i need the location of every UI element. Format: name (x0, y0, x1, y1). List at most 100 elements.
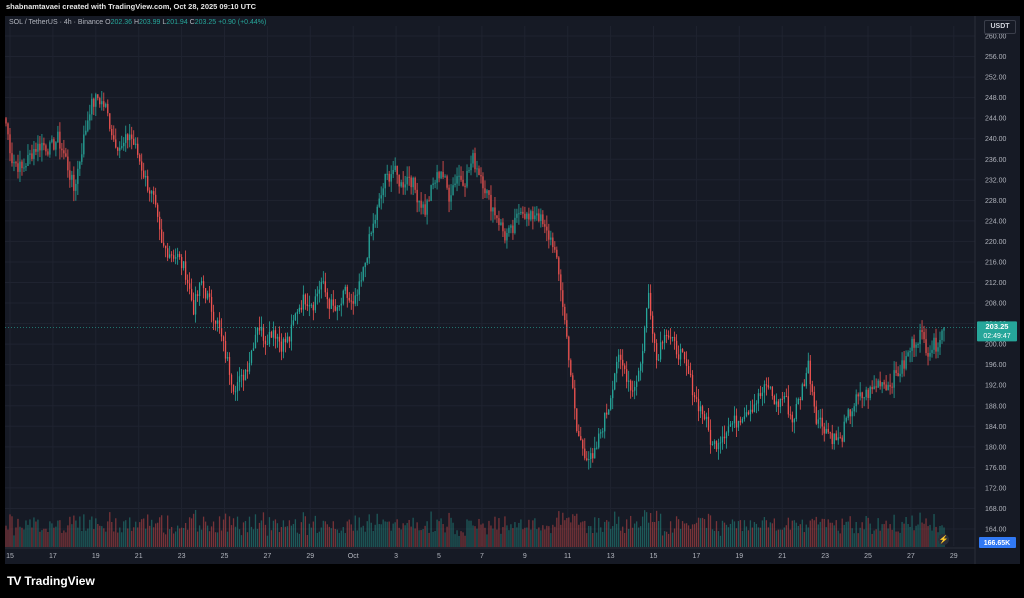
candle-body (795, 404, 797, 419)
volume-bar (328, 526, 330, 547)
y-tick-label: 232.00 (985, 177, 1007, 184)
candle-body (334, 305, 336, 311)
volume-bar (398, 527, 400, 547)
volume-bar (514, 522, 516, 547)
volume-bar (855, 521, 857, 547)
candle-body (542, 214, 544, 225)
candle-body (554, 247, 556, 250)
candle-body (594, 447, 596, 459)
x-tick-label: 21 (778, 553, 786, 560)
candle-body (632, 390, 634, 392)
candle-body (729, 424, 732, 427)
volume-bar (604, 521, 606, 547)
candle-body (368, 234, 370, 259)
candle-body (159, 216, 161, 230)
volume-bar (893, 514, 895, 547)
candle-body (258, 327, 261, 331)
volume-bar (861, 522, 863, 547)
volume-bar (127, 528, 129, 547)
volume-bar (214, 532, 217, 547)
volume-bar (147, 514, 149, 547)
volume-bar (735, 528, 738, 547)
candle-body (338, 305, 340, 308)
volume-bar (556, 517, 558, 547)
candle-body (310, 304, 312, 306)
candle-body (552, 237, 554, 248)
candle-body (222, 336, 225, 341)
volume-bar (476, 528, 478, 547)
candle-body (464, 185, 466, 187)
candle-body (765, 384, 768, 386)
candle-body (470, 163, 472, 171)
candle-body (709, 429, 712, 445)
candle-body (268, 331, 271, 345)
volume-bar (594, 517, 596, 547)
lightning-icon[interactable]: ⚡ (938, 534, 949, 545)
candle-body (139, 154, 141, 162)
candle-body (224, 340, 227, 359)
candle-body (27, 154, 29, 166)
volume-bar (276, 523, 279, 547)
volume-bar (438, 521, 440, 547)
candle-body (422, 204, 424, 208)
candle-body (280, 341, 283, 352)
volume-bar (745, 526, 748, 547)
volume-bar (638, 527, 640, 547)
candle-body (741, 418, 744, 423)
candle-body (522, 211, 524, 214)
candle-body (288, 336, 291, 342)
volume-bar (516, 527, 518, 547)
volume-bar (659, 513, 662, 547)
candle-body (887, 384, 889, 391)
candle-body (129, 134, 131, 141)
volume-bar (149, 525, 151, 547)
volume-bar (540, 530, 542, 547)
volume-bar (570, 522, 572, 547)
candle-body (214, 320, 217, 324)
volume-bar (79, 516, 81, 547)
volume-bar (151, 519, 153, 547)
volume-bar (849, 516, 851, 547)
volume-bar (304, 516, 307, 547)
x-tick-label: 5 (437, 553, 441, 560)
candle-body (206, 293, 209, 299)
candle-body (647, 292, 650, 309)
candle-body (454, 183, 456, 186)
volume-bar (727, 527, 730, 547)
candle-body (53, 139, 55, 150)
candle-body (286, 336, 289, 343)
candle-body (95, 94, 97, 107)
volume-bar (440, 518, 442, 547)
legend-change: +0.90 (+0.44%) (218, 19, 267, 26)
volume-bar (236, 516, 239, 547)
candle-body (538, 213, 540, 221)
volume-bar (163, 532, 165, 547)
candle-body (127, 134, 129, 141)
y-tick-label: 216.00 (985, 259, 1007, 266)
candle-body (763, 384, 766, 393)
volume-bar (248, 516, 251, 547)
candle-body (358, 281, 360, 295)
candle-body (240, 374, 243, 377)
volume-bar (111, 521, 113, 547)
candle-body (412, 177, 414, 188)
candle-body (550, 237, 552, 240)
candle-body (73, 174, 75, 191)
candle-body (115, 139, 117, 148)
candle-body (805, 373, 807, 387)
volume-bar (424, 525, 426, 547)
candle-body (121, 146, 123, 148)
volume-bar (394, 522, 396, 547)
volume-bar (468, 520, 470, 547)
candle-body (482, 176, 484, 189)
y-tick-label: 172.00 (985, 485, 1007, 492)
candle-body (703, 414, 706, 420)
volume-bar (27, 524, 29, 547)
candle-body (33, 149, 35, 159)
currency-button[interactable]: USDT (984, 20, 1016, 34)
candle-body (933, 337, 935, 350)
volume-bar (488, 520, 490, 547)
candle-body (416, 189, 418, 203)
volume-bar (470, 520, 472, 547)
